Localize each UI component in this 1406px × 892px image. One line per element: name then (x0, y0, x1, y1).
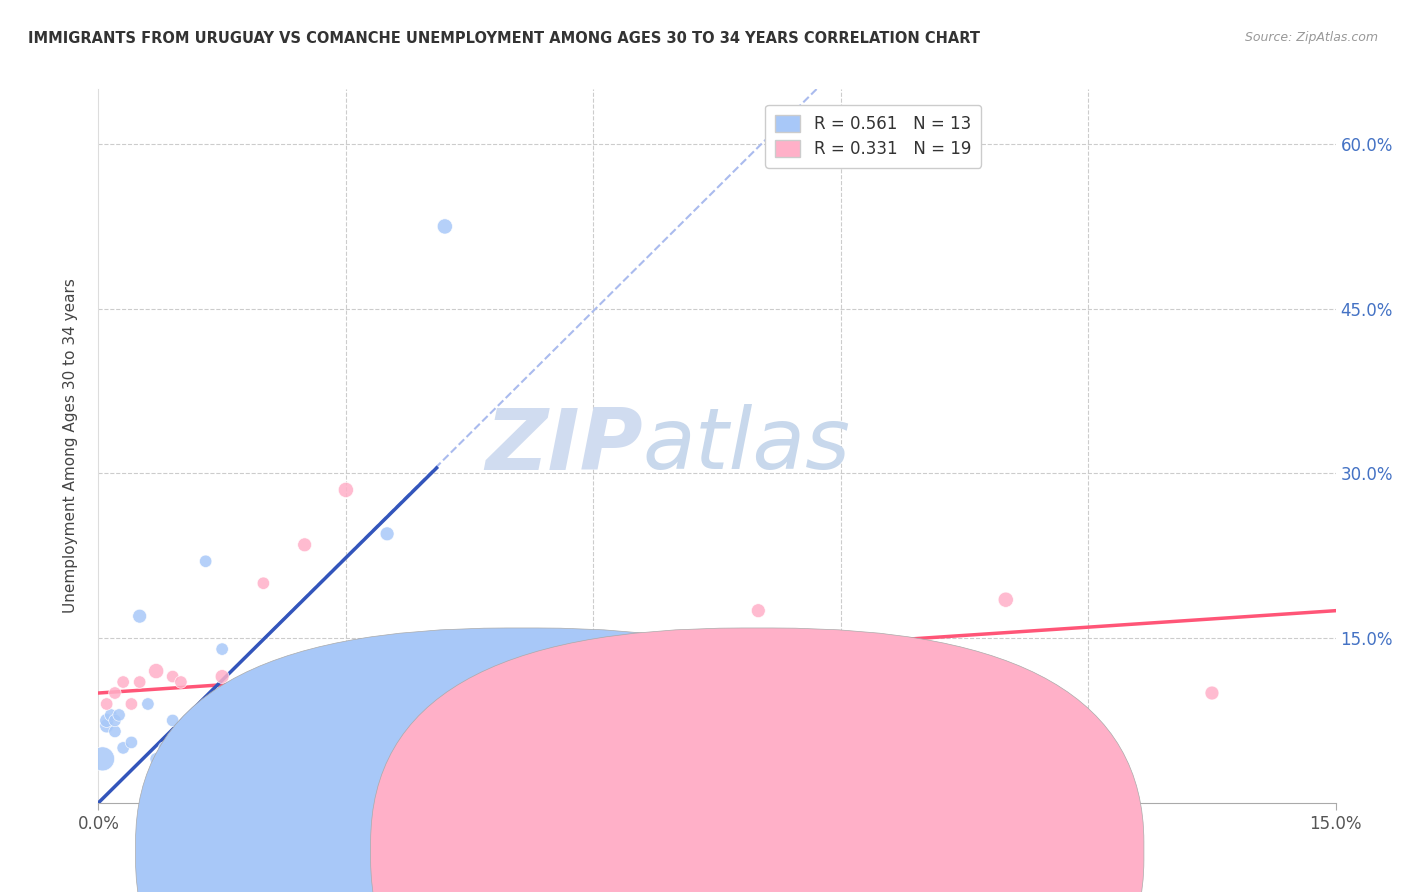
Point (128, 609, 150, 624)
Point (170, 675, 193, 690)
FancyBboxPatch shape (135, 628, 908, 892)
Point (1201, 686, 1223, 700)
Point (96, 697, 118, 711)
Point (120, 697, 142, 711)
Y-axis label: Unemployment Among Ages 30 to 34 years: Unemployment Among Ages 30 to 34 years (63, 278, 77, 614)
Point (112, 740, 135, 755)
Point (433, 219, 456, 234)
Point (108, 708, 131, 723)
Point (747, 604, 769, 618)
Point (128, 675, 150, 690)
Point (252, 576, 274, 591)
Point (162, 669, 184, 683)
Point (145, 664, 167, 678)
Point (104, 686, 127, 700)
Text: Comanche: Comanche (776, 842, 858, 856)
Point (211, 642, 233, 657)
Point (136, 697, 159, 711)
Point (162, 714, 184, 728)
Point (994, 592, 1017, 607)
Point (335, 483, 357, 497)
Point (96, 714, 118, 728)
Point (153, 740, 176, 755)
Point (194, 554, 217, 568)
Point (120, 735, 142, 749)
Text: Immigrants from Uruguay: Immigrants from Uruguay (541, 842, 740, 856)
Point (112, 675, 135, 690)
Point (96, 719, 118, 733)
Point (458, 664, 481, 678)
Point (145, 752, 167, 766)
Point (104, 714, 127, 728)
Legend: R = 0.561   N = 13, R = 0.331   N = 19: R = 0.561 N = 13, R = 0.331 N = 19 (765, 104, 981, 168)
Text: IMMIGRANTS FROM URUGUAY VS COMANCHE UNEMPLOYMENT AMONG AGES 30 TO 34 YEARS CORRE: IMMIGRANTS FROM URUGUAY VS COMANCHE UNEM… (28, 31, 980, 46)
Text: atlas: atlas (643, 404, 851, 488)
Text: ZIP: ZIP (485, 404, 643, 488)
Text: Source: ZipAtlas.com: Source: ZipAtlas.com (1244, 31, 1378, 45)
Point (211, 669, 233, 683)
Point (623, 686, 645, 700)
Point (294, 538, 316, 552)
Point (541, 648, 564, 662)
Point (100, 708, 122, 723)
Point (91, 752, 114, 766)
Point (104, 724, 127, 739)
Point (418, 648, 440, 662)
FancyBboxPatch shape (371, 628, 1144, 892)
Point (375, 526, 398, 541)
